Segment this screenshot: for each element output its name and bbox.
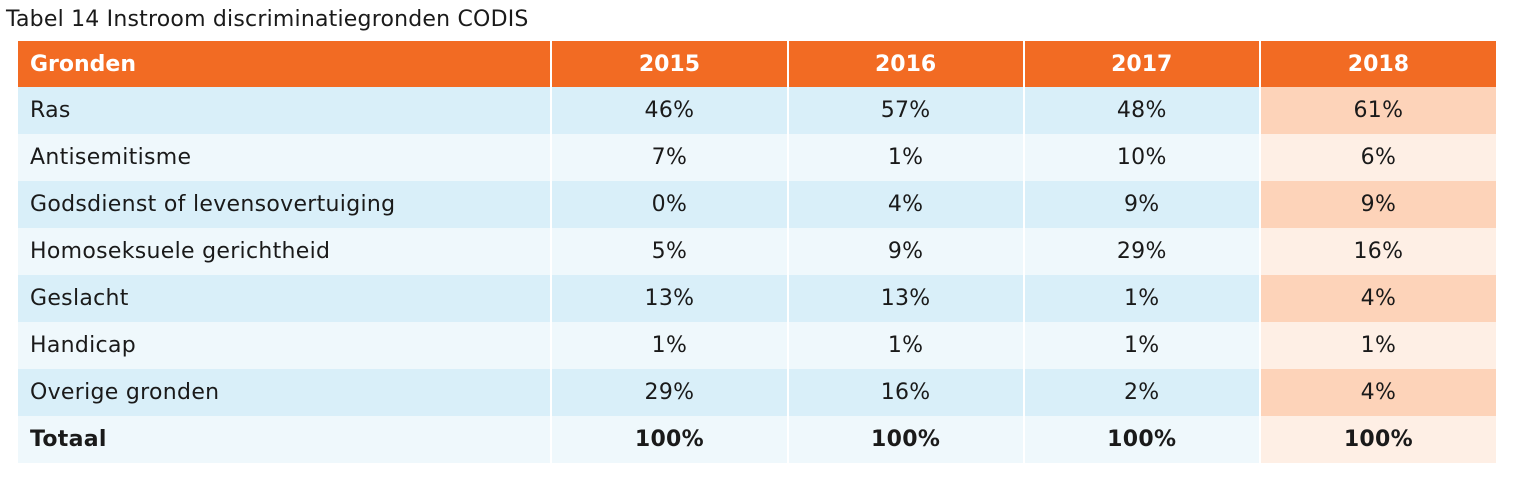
row-label: Homoseksuele gerichtheid — [18, 228, 552, 275]
cell-2017: 1% — [1022, 322, 1260, 369]
cell-2016: 57% — [786, 87, 1024, 134]
cell-2018: 4% — [1258, 369, 1496, 416]
cell-2015: 46% — [550, 87, 788, 134]
cell-2016: 13% — [786, 275, 1024, 322]
header-2015: 2015 — [550, 41, 788, 87]
header-row: Gronden 2015 2016 2017 2018 — [18, 41, 1496, 87]
cell-2017: 2% — [1022, 369, 1260, 416]
row-label: Antisemitisme — [18, 134, 552, 181]
cell-2018: 61% — [1258, 87, 1496, 134]
header-2016: 2016 — [786, 41, 1024, 87]
cell-2017: 9% — [1022, 181, 1260, 228]
cell-2018: 4% — [1258, 275, 1496, 322]
row-label: Geslacht — [18, 275, 552, 322]
cell-2016: 1% — [786, 134, 1024, 181]
cell-2017: 48% — [1022, 87, 1260, 134]
table-row: Ras 46% 57% 48% 61% — [18, 87, 1496, 134]
cell-2015: 1% — [550, 322, 788, 369]
cell-2017: 29% — [1022, 228, 1260, 275]
cell-2017: 1% — [1022, 275, 1260, 322]
cell-2018: 16% — [1258, 228, 1496, 275]
table-row: Antisemitisme 7% 1% 10% 6% — [18, 134, 1496, 181]
cell-2015: 29% — [550, 369, 788, 416]
total-2018: 100% — [1258, 416, 1496, 463]
table-row: Handicap 1% 1% 1% 1% — [18, 322, 1496, 369]
cell-2018: 6% — [1258, 134, 1496, 181]
table-row: Overige gronden 29% 16% 2% 4% — [18, 369, 1496, 416]
cell-2015: 5% — [550, 228, 788, 275]
header-gronden: Gronden — [18, 41, 552, 87]
total-2015: 100% — [550, 416, 788, 463]
header-2018: 2018 — [1258, 41, 1496, 87]
total-2017: 100% — [1022, 416, 1260, 463]
table-caption: Tabel 14 Instroom discriminatiegronden C… — [6, 7, 529, 32]
cell-2016: 4% — [786, 181, 1024, 228]
row-label: Godsdienst of levensovertuiging — [18, 181, 552, 228]
table-row: Homoseksuele gerichtheid 5% 9% 29% 16% — [18, 228, 1496, 275]
total-label: Totaal — [18, 416, 552, 463]
cell-2015: 13% — [550, 275, 788, 322]
cell-2016: 9% — [786, 228, 1024, 275]
row-label: Overige gronden — [18, 369, 552, 416]
total-2016: 100% — [786, 416, 1024, 463]
cell-2015: 0% — [550, 181, 788, 228]
row-label: Ras — [18, 87, 552, 134]
table-row: Geslacht 13% 13% 1% 4% — [18, 275, 1496, 322]
grounds-table: Gronden 2015 2016 2017 2018 Ras 46% 57% … — [18, 41, 1496, 463]
cell-2018: 9% — [1258, 181, 1496, 228]
total-row: Totaal 100% 100% 100% 100% — [18, 416, 1496, 463]
cell-2016: 16% — [786, 369, 1024, 416]
header-2017: 2017 — [1022, 41, 1260, 87]
cell-2015: 7% — [550, 134, 788, 181]
row-label: Handicap — [18, 322, 552, 369]
cell-2017: 10% — [1022, 134, 1260, 181]
table-row: Godsdienst of levensovertuiging 0% 4% 9%… — [18, 181, 1496, 228]
cell-2018: 1% — [1258, 322, 1496, 369]
cell-2016: 1% — [786, 322, 1024, 369]
